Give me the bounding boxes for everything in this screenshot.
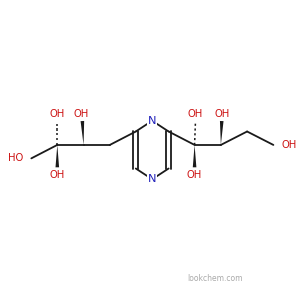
Text: N: N [148,116,157,126]
Text: HO: HO [8,153,23,164]
Text: OH: OH [74,109,89,118]
Text: OH: OH [50,170,65,180]
Text: OH: OH [214,109,230,118]
Text: OH: OH [282,140,297,150]
Text: OH: OH [188,109,203,118]
Polygon shape [220,121,224,145]
Text: N: N [148,174,157,184]
Text: lookchem.com: lookchem.com [187,274,243,283]
Text: OH: OH [187,170,202,180]
Polygon shape [56,145,59,167]
Polygon shape [193,145,196,167]
Text: OH: OH [50,109,65,118]
Polygon shape [81,121,84,145]
